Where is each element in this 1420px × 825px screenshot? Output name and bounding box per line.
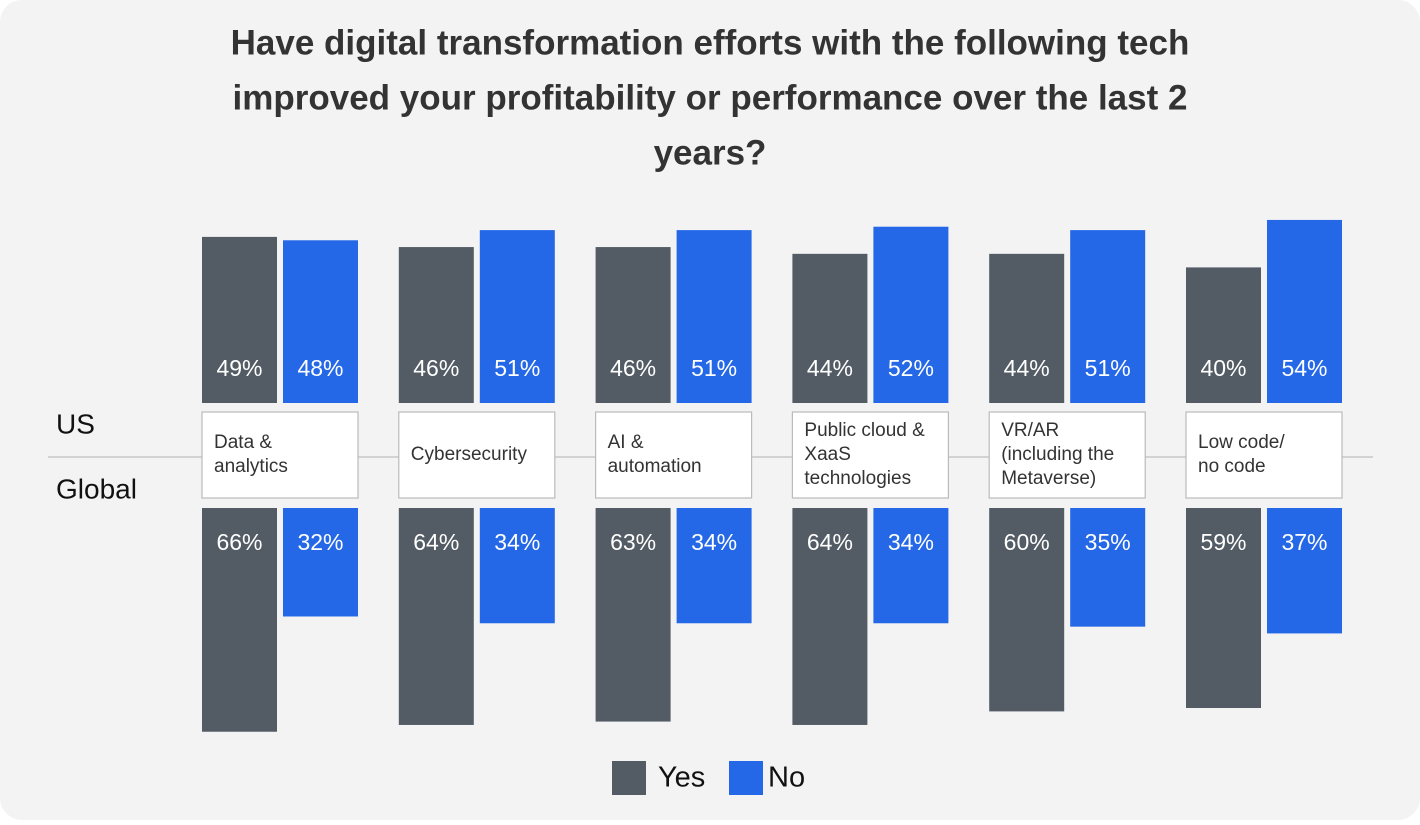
value-label: 44%: [1004, 355, 1050, 381]
category-label: Metaverse): [1001, 468, 1096, 489]
value-label: 49%: [216, 355, 262, 381]
value-label: 59%: [1200, 529, 1246, 555]
value-label: 34%: [494, 529, 540, 555]
bar: [398, 247, 474, 403]
value-label: 35%: [1085, 529, 1131, 555]
bar: [1267, 219, 1342, 403]
panel-label: Global: [56, 473, 137, 504]
value-label: 66%: [216, 529, 262, 555]
bar: [989, 508, 1065, 712]
bar: [792, 253, 868, 403]
category-box: [398, 411, 556, 499]
bar: [398, 508, 474, 725]
bar: [1267, 508, 1342, 634]
chart-title: years?: [654, 133, 767, 172]
bar: [479, 508, 555, 624]
bar: [873, 508, 949, 624]
value-label: 54%: [1281, 355, 1327, 381]
chart-title: improved your profitability or performan…: [233, 78, 1188, 117]
value-label: 52%: [888, 355, 934, 381]
value-label: 51%: [494, 355, 540, 381]
chart-title: Have digital transformation efforts with…: [231, 23, 1190, 62]
category-label: Cybersecurity: [411, 444, 528, 465]
bar: [595, 508, 671, 722]
value-label: 60%: [1004, 529, 1050, 555]
value-label: 51%: [691, 355, 737, 381]
value-label: 64%: [413, 529, 459, 555]
value-label: 46%: [413, 355, 459, 381]
bar: [1070, 508, 1146, 627]
value-label: 64%: [807, 529, 853, 555]
bar: [989, 253, 1065, 403]
value-label: 51%: [1085, 355, 1131, 381]
bar: [283, 508, 358, 617]
value-label: 48%: [297, 355, 343, 381]
category-label: VR/AR: [1001, 420, 1059, 441]
bar: [676, 230, 752, 403]
value-label: 46%: [610, 355, 656, 381]
value-label: 44%: [807, 355, 853, 381]
category-label: (including the: [1001, 444, 1114, 465]
legend-swatch: [729, 761, 763, 795]
bar: [1070, 230, 1146, 403]
category-label: XaaS: [804, 444, 850, 465]
category-box: [594, 411, 753, 499]
category-label: no code: [1198, 456, 1266, 477]
category-label: AI &: [608, 432, 644, 453]
bar: [1186, 508, 1261, 709]
bar: [283, 240, 358, 403]
category-label: Public cloud &: [804, 420, 925, 441]
bar: [479, 230, 555, 403]
category-label: automation: [608, 456, 702, 477]
value-label: 37%: [1281, 529, 1327, 555]
category-box: [201, 411, 359, 499]
legend-swatch: [612, 761, 646, 795]
value-label: 40%: [1200, 355, 1246, 381]
panel-label: US: [56, 408, 95, 439]
bar: [202, 508, 277, 732]
legend-label: Yes: [658, 762, 705, 794]
value-label: 34%: [691, 529, 737, 555]
category-box: [1185, 411, 1343, 499]
category-box: [791, 411, 950, 499]
bar: [1186, 267, 1261, 403]
value-label: 32%: [297, 529, 343, 555]
category-label: analytics: [214, 456, 288, 477]
category-label: technologies: [804, 468, 911, 489]
bar: [792, 508, 868, 725]
value-label: 63%: [610, 529, 656, 555]
category-box: [988, 411, 1146, 499]
category-label: Low code/: [1198, 432, 1285, 453]
bar: [676, 508, 752, 624]
bar: [202, 236, 277, 403]
legend-label: No: [768, 762, 805, 794]
value-label: 34%: [888, 529, 934, 555]
category-label: Data &: [214, 432, 272, 453]
bar: [595, 247, 671, 403]
bar: [873, 226, 949, 403]
